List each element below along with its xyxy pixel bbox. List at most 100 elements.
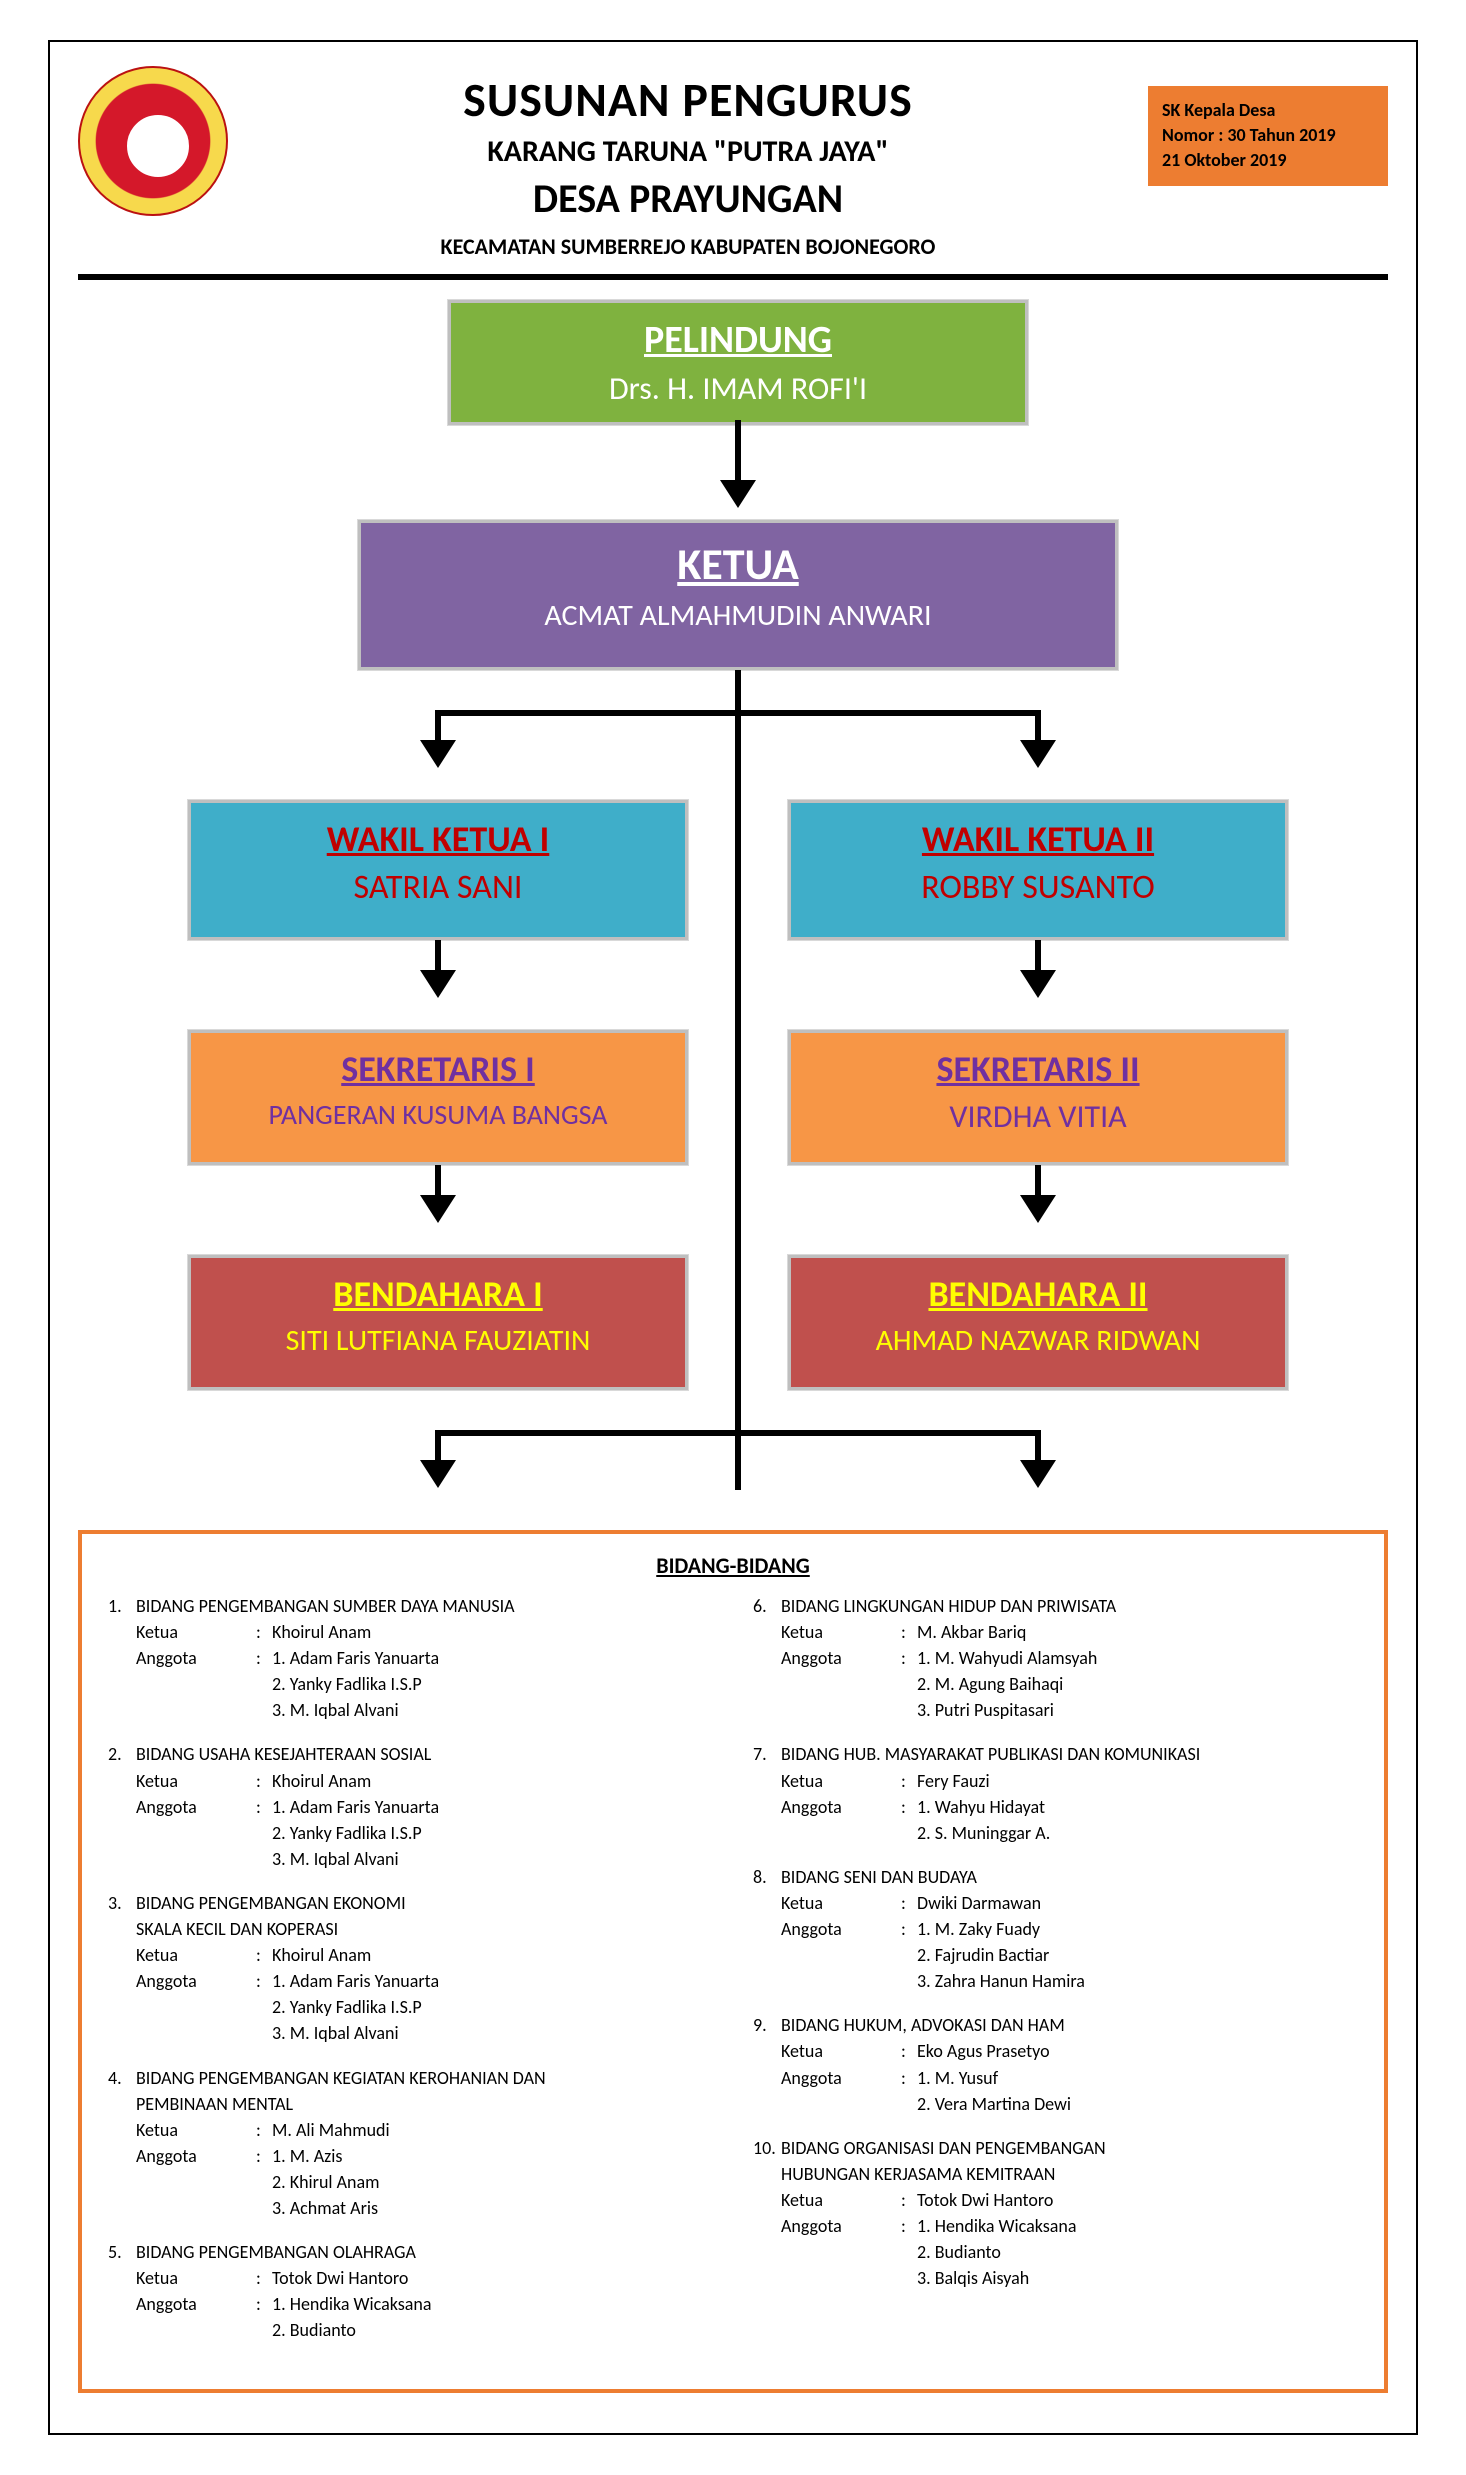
bidang-anggota-row: Anggota3. Achmat Aris: [108, 2195, 713, 2221]
bidang-section: 3.BIDANG PENGEMBANGAN EKONOMISKALA KECIL…: [108, 1890, 713, 2047]
bidang-section: 7.BIDANG HUB. MASYARAKAT PUBLIKASI DAN K…: [753, 1741, 1358, 1845]
connector-line: [735, 420, 741, 480]
bidang-section: 10.BIDANG ORGANISASI DAN PENGEMBANGANHUB…: [753, 2135, 1358, 2292]
title-line-1: SUSUNAN PENGURUS: [248, 70, 1128, 129]
decree-box: SK Kepala Desa Nomor : 30 Tahun 2019 21 …: [1148, 86, 1388, 186]
bidang-heading: 5.BIDANG PENGEMBANGAN OLAHRAGA: [108, 2239, 713, 2265]
bidang-anggota-row: Anggota:1. Adam Faris Yanuarta: [108, 1645, 713, 1671]
connector-line: [1035, 710, 1041, 740]
decree-line-3: 21 Oktober 2019: [1162, 148, 1374, 173]
bidang-ketua-row: Ketua:Khoirul Anam: [108, 1768, 713, 1794]
decree-line-2: Nomor : 30 Tahun 2019: [1162, 123, 1374, 148]
karang-taruna-logo: [78, 66, 228, 216]
connector-line: [435, 1430, 1041, 1436]
org-chart-frame: SUSUNAN PENGURUS KARANG TARUNA "PUTRA JA…: [48, 40, 1418, 2435]
bidang-ketua-row: Ketua:Dwiki Darmawan: [753, 1890, 1358, 1916]
connector-line: [435, 710, 441, 740]
bidang-anggota-row: Anggota2. Budianto: [108, 2317, 713, 2343]
bidang-anggota-row: Anggota2. S. Muninggar A.: [753, 1820, 1358, 1846]
bidang-anggota-row: Anggota:1. M. Azis: [108, 2143, 713, 2169]
bidang-anggota-row: Anggota3. Zahra Hanun Hamira: [753, 1968, 1358, 1994]
person-name: AHMAD NAZWAR RIDWAN: [801, 1322, 1275, 1359]
node-ben2: BENDAHARA II AHMAD NAZWAR RIDWAN: [788, 1255, 1288, 1390]
person-name: SATRIA SANI: [201, 867, 675, 908]
bidang-anggota-row: Anggota2. Yanky Fadlika I.S.P: [108, 1671, 713, 1697]
role-label: SEKRETARIS I: [201, 1047, 675, 1091]
bidang-heading: 7.BIDANG HUB. MASYARAKAT PUBLIKASI DAN K…: [753, 1741, 1358, 1767]
person-name: ACMAT ALMAHMUDIN ANWARI: [371, 597, 1105, 634]
node-sek1: SEKRETARIS IPANGERAN KUSUMA BANGSA: [188, 1030, 688, 1165]
role-label: BENDAHARA II: [801, 1272, 1275, 1316]
role-label: WAKIL KETUA I: [201, 817, 675, 861]
bidang-box: BIDANG-BIDANG 1.BIDANG PENGEMBANGAN SUMB…: [78, 1530, 1388, 2393]
bidang-anggota-row: Anggota:1. Adam Faris Yanuarta: [108, 1794, 713, 1820]
role-label: KETUA: [371, 537, 1105, 591]
arrow-down-icon: [1020, 1460, 1056, 1488]
bidang-ketua-row: Ketua:Khoirul Anam: [108, 1619, 713, 1645]
bidang-anggota-row: Anggota2. Yanky Fadlika I.S.P: [108, 1820, 713, 1846]
bidang-anggota-row: Anggota3. M. Iqbal Alvani: [108, 1697, 713, 1723]
bidang-anggota-row: Anggota3. M. Iqbal Alvani: [108, 2020, 713, 2046]
node-sek2: SEKRETARIS IIVIRDHA VITIA: [788, 1030, 1288, 1165]
org-chart: PELINDUNGDrs. H. IMAM ROFI'I KETUA ACMAT A…: [78, 290, 1388, 1530]
arrow-down-icon: [420, 1460, 456, 1488]
bidang-ketua-row: Ketua:Eko Agus Prasetyo: [753, 2038, 1358, 2064]
bidang-heading: 1.BIDANG PENGEMBANGAN SUMBER DAYA MANUSI…: [108, 1593, 713, 1619]
bidang-heading: 6.BIDANG LINGKUNGAN HIDUP DAN PRIWISATA: [753, 1593, 1358, 1619]
bidang-ketua-row: Ketua:Totok Dwi Hantoro: [108, 2265, 713, 2291]
bidang-section: 4.BIDANG PENGEMBANGAN KEGIATAN KEROHANIA…: [108, 2065, 713, 2222]
bidang-heading: 9.BIDANG HUKUM, ADVOKASI DAN HAM: [753, 2012, 1358, 2038]
connector-line: [1035, 1165, 1041, 1195]
bidang-heading: 2.BIDANG USAHA KESEJAHTERAAN SOSIAL: [108, 1741, 713, 1767]
person-name: VIRDHA VITIA: [801, 1097, 1275, 1136]
bidang-anggota-row: Anggota:1. Wahyu Hidayat: [753, 1794, 1358, 1820]
connector-line: [735, 710, 741, 1430]
bidang-ketua-row: Ketua:Khoirul Anam: [108, 1942, 713, 1968]
arrow-down-icon: [420, 1195, 456, 1223]
bidang-title: BIDANG-BIDANG: [108, 1552, 1358, 1579]
bidang-anggota-row: Anggota:1. M. Wahyudi Alamsyah: [753, 1645, 1358, 1671]
arrow-down-icon: [420, 970, 456, 998]
title-line-2: KARANG TARUNA "PUTRA JAYA": [248, 133, 1128, 170]
role-label: WAKIL KETUA II: [801, 817, 1275, 861]
bidang-section: 1.BIDANG PENGEMBANGAN SUMBER DAYA MANUSI…: [108, 1593, 713, 1723]
bidang-anggota-row: Anggota2. Fajrudin Bactiar: [753, 1942, 1358, 1968]
bidang-section: 5.BIDANG PENGEMBANGAN OLAHRAGAKetua:Toto…: [108, 2239, 713, 2343]
node-pelindung: PELINDUNGDrs. H. IMAM ROFI'I: [448, 300, 1028, 425]
bidang-anggota-row: Anggota2. Vera Martina Dewi: [753, 2091, 1358, 2117]
bidang-anggota-row: Anggota2. Yanky Fadlika I.S.P: [108, 1994, 713, 2020]
connector-line: [1035, 940, 1041, 970]
connector-line: [735, 670, 741, 710]
person-name: Drs. H. IMAM ROFI'I: [461, 369, 1015, 408]
bidang-section: 6.BIDANG LINGKUNGAN HIDUP DAN PRIWISATAK…: [753, 1593, 1358, 1723]
bidang-anggota-row: Anggota2. M. Agung Baihaqi: [753, 1671, 1358, 1697]
node-wk2: WAKIL KETUA II ROBBY SUSANTO: [788, 800, 1288, 940]
node-wk1: WAKIL KETUA I SATRIA SANI: [188, 800, 688, 940]
arrow-down-icon: [1020, 1195, 1056, 1223]
bidang-anggota-row: Anggota2. Budianto: [753, 2239, 1358, 2265]
decree-line-1: SK Kepala Desa: [1162, 98, 1374, 123]
bidang-section: 2.BIDANG USAHA KESEJAHTERAAN SOSIALKetua…: [108, 1741, 713, 1871]
arrow-down-icon: [1020, 970, 1056, 998]
bidang-col-left: 1.BIDANG PENGEMBANGAN SUMBER DAYA MANUSI…: [108, 1593, 713, 2361]
header-row: SUSUNAN PENGURUS KARANG TARUNA "PUTRA JA…: [78, 66, 1388, 260]
bidang-col-right: 6.BIDANG LINGKUNGAN HIDUP DAN PRIWISATA K…: [753, 1593, 1358, 2361]
arrow-down-icon: [420, 740, 456, 768]
bidang-heading: 10.BIDANG ORGANISASI DAN PENGEMBANGAN: [753, 2135, 1358, 2161]
role-label: BENDAHARA I: [201, 1272, 675, 1316]
arrow-down-icon: [720, 480, 756, 508]
bidang-anggota-row: Anggota2. Khirul Anam: [108, 2169, 713, 2195]
bidang-ketua-row: Ketua:Fery Fauzi: [753, 1768, 1358, 1794]
title-line-3: DESA PRAYUNGAN: [248, 174, 1128, 223]
bidang-anggota-row: Anggota:1. Adam Faris Yanuarta: [108, 1968, 713, 1994]
person-name: ROBBY SUSANTO: [801, 867, 1275, 908]
bidang-anggota-row: Anggota:1. Hendika Wicaksana: [753, 2213, 1358, 2239]
bidang-anggota-row: Anggota3. Balqis Aisyah: [753, 2265, 1358, 2291]
node-ben1: BENDAHARA ISITI LUTFIANA FAUZIATIN: [188, 1255, 688, 1390]
bidang-heading-cont: HUBUNGAN KERJASAMA KEMITRAAN: [753, 2161, 1358, 2187]
bidang-anggota-row: Anggota:1. M. Yusuf: [753, 2065, 1358, 2091]
bidang-anggota-row: Anggota3. Putri Puspitasari: [753, 1697, 1358, 1723]
connector-line: [435, 1430, 441, 1460]
connector-line: [435, 1165, 441, 1195]
node-ketua: KETUA ACMAT ALMAHMUDIN ANWARI: [358, 520, 1118, 670]
